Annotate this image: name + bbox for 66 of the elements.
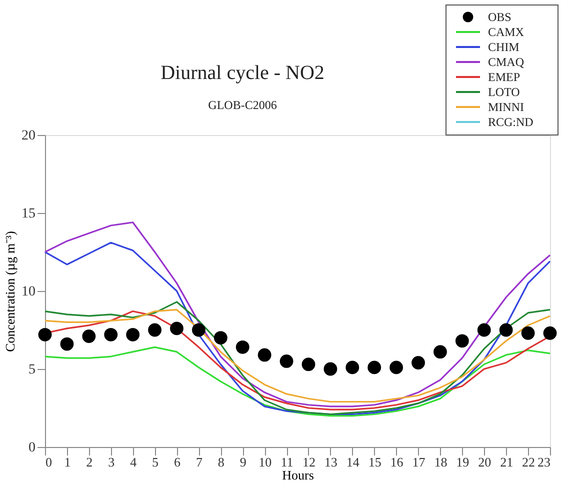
x-tick-label: 16 bbox=[390, 454, 404, 470]
legend-label: CAMX bbox=[488, 25, 524, 39]
point bbox=[104, 328, 118, 342]
point bbox=[192, 323, 206, 337]
point bbox=[258, 348, 272, 362]
legend-label: RCG:ND bbox=[488, 115, 534, 129]
point bbox=[346, 360, 360, 374]
x-tick-label: 11 bbox=[280, 454, 294, 470]
x-tick-label: 1 bbox=[64, 454, 71, 470]
y-tick-label: 10 bbox=[22, 284, 36, 300]
x-tick-label: 20 bbox=[478, 454, 492, 470]
legend-label: MINNI bbox=[488, 100, 524, 114]
point bbox=[434, 345, 447, 359]
x-tick-label: 7 bbox=[196, 454, 203, 470]
x-tick-label: 19 bbox=[456, 454, 470, 470]
x-tick-label: 18 bbox=[434, 454, 448, 470]
legend-label: CMAQ bbox=[488, 55, 524, 69]
point bbox=[477, 323, 491, 337]
x-tick-label: 5 bbox=[152, 454, 159, 470]
chart-subtitle: GLOB-C2006 bbox=[208, 98, 277, 112]
point bbox=[236, 340, 250, 354]
point bbox=[148, 323, 162, 337]
point bbox=[499, 323, 513, 337]
x-tick-label: 15 bbox=[368, 454, 382, 470]
x-tick-label: 23 bbox=[538, 454, 550, 470]
point bbox=[543, 326, 557, 340]
y-tick-label: 15 bbox=[22, 206, 36, 222]
x-tick-label: 4 bbox=[130, 454, 138, 470]
x-tick-label: 17 bbox=[412, 454, 426, 470]
point bbox=[324, 362, 338, 376]
point bbox=[390, 360, 404, 374]
point bbox=[412, 356, 425, 370]
x-tick-label: 22 bbox=[522, 454, 536, 470]
point bbox=[521, 326, 535, 340]
point bbox=[170, 322, 184, 336]
line-series bbox=[44, 346, 551, 417]
x-tick-label: 10 bbox=[258, 454, 272, 470]
legend-label: OBS bbox=[488, 10, 512, 24]
point bbox=[455, 334, 469, 348]
y-tick-label: 20 bbox=[22, 128, 36, 144]
point bbox=[302, 358, 316, 372]
point bbox=[214, 331, 228, 344]
point bbox=[38, 328, 52, 342]
x-tick-label: 8 bbox=[218, 454, 224, 470]
x-tick-label: 12 bbox=[302, 454, 316, 470]
legend-label: EMEP bbox=[488, 70, 520, 84]
chart-title: Diurnal cycle - NO2 bbox=[160, 62, 324, 84]
legend-label: LOTO bbox=[488, 85, 520, 99]
x-tick-label: 9 bbox=[240, 454, 246, 470]
point bbox=[126, 328, 140, 342]
y-tick-label: 5 bbox=[28, 362, 36, 378]
legend-label: CHIM bbox=[488, 40, 520, 54]
point bbox=[60, 337, 74, 351]
point bbox=[82, 330, 96, 343]
y-axis-title: Concentration (µg m⁻³) bbox=[2, 231, 18, 352]
x-tick-label: 3 bbox=[108, 454, 115, 470]
x-tick-label: 0 bbox=[46, 454, 52, 470]
x-tick-label: 6 bbox=[174, 454, 181, 470]
point bbox=[280, 354, 294, 368]
point bbox=[368, 360, 382, 374]
y-tick-label: 0 bbox=[28, 440, 36, 456]
x-axis-title: Hours bbox=[282, 468, 314, 482]
x-tick-label: 13 bbox=[324, 454, 338, 470]
x-tick-label: 14 bbox=[346, 454, 360, 470]
x-tick-label: 2 bbox=[86, 454, 93, 470]
x-tick-label: 21 bbox=[500, 454, 514, 470]
